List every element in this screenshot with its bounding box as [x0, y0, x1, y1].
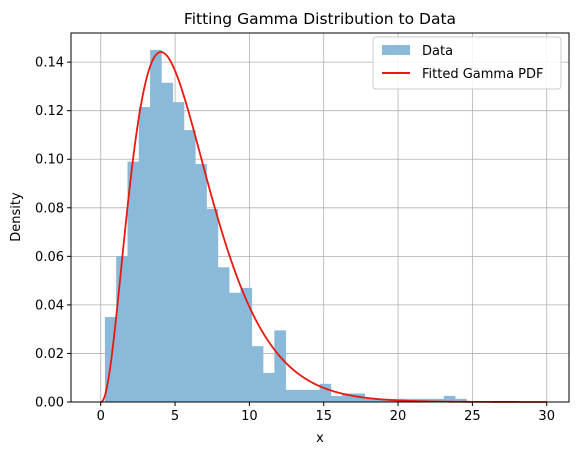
x-tick-label: 30 — [538, 409, 555, 424]
y-tick-label: 0.04 — [35, 298, 64, 313]
y-tick-label: 0.14 — [35, 56, 64, 71]
histogram-bar — [443, 395, 456, 402]
y-tick-label: 0.06 — [35, 250, 64, 265]
histogram-bar — [342, 393, 354, 402]
legend-label-data: Data — [422, 44, 453, 59]
histogram-bar — [421, 398, 433, 402]
histogram-bar — [172, 102, 185, 402]
x-tick-label: 0 — [97, 409, 105, 424]
histogram-bar — [432, 398, 445, 402]
histogram-bar — [150, 49, 162, 403]
x-tick-label: 25 — [464, 409, 481, 424]
histogram-bar — [183, 130, 196, 402]
plot-frame — [70, 32, 570, 403]
y-tick-label: 0.12 — [35, 104, 64, 119]
histogram-bar — [364, 398, 377, 402]
legend-box — [372, 36, 562, 90]
histogram-bar — [308, 389, 320, 402]
legend-label-fitted-gamma: Fitted Gamma PDF — [422, 67, 544, 82]
legend: Data Fitted Gamma PDF — [372, 36, 562, 90]
chart-title: Fitting Gamma Distribution to Data — [184, 10, 456, 28]
x-axis-label: x — [316, 431, 324, 446]
histogram-bar — [206, 209, 219, 402]
histogram-bar — [455, 398, 467, 402]
histogram-bar — [263, 372, 275, 402]
x-tick-label: 10 — [241, 409, 258, 424]
histogram-bar — [296, 389, 309, 402]
x-axis-ticks: 0 5 10 15 20 25 30 — [97, 402, 555, 424]
histogram-bar — [217, 267, 230, 402]
histogram-bar — [138, 107, 151, 403]
x-tick-label: 5 — [171, 409, 179, 424]
y-axis-ticks: 0.00 0.02 0.04 0.06 0.08 0.10 0.12 0.14 — [35, 56, 71, 411]
histogram-bar — [240, 287, 253, 402]
y-tick-label: 0.10 — [35, 153, 64, 168]
y-axis-label: Density — [9, 192, 24, 242]
histogram-bar — [285, 389, 298, 402]
histogram-bar — [229, 292, 241, 402]
y-tick-label: 0.08 — [35, 201, 64, 216]
histogram-bar — [376, 398, 388, 402]
x-tick-label: 15 — [315, 409, 332, 424]
histogram-bar — [127, 161, 140, 402]
y-tick-label: 0.00 — [35, 396, 64, 411]
histogram-bar — [251, 346, 264, 402]
histogram-bar — [195, 164, 207, 402]
histogram-bar — [330, 395, 343, 402]
histogram-bar — [116, 256, 128, 402]
histogram-bar — [319, 383, 332, 402]
histogram-bar — [274, 330, 286, 402]
y-tick-label: 0.02 — [35, 347, 64, 362]
histogram-bar — [161, 82, 173, 402]
legend-swatch-data — [382, 45, 410, 55]
x-tick-label: 20 — [390, 409, 407, 424]
